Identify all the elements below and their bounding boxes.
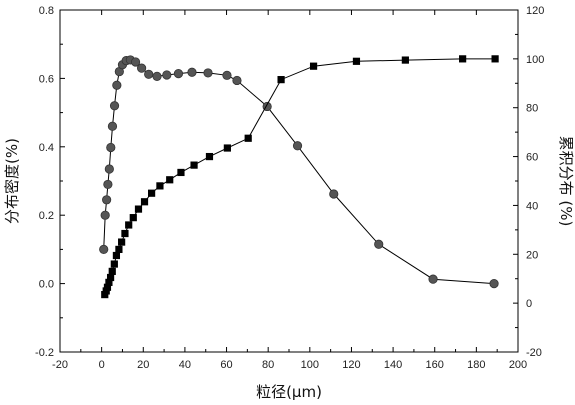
density-point	[233, 76, 241, 84]
left-y-tick-label: 0.8	[39, 5, 54, 17]
density-point	[100, 245, 108, 253]
series-group	[100, 55, 499, 298]
x-axis-title: 粒径(μm)	[256, 383, 322, 401]
cumulative-point	[135, 205, 142, 212]
density-point	[204, 69, 212, 77]
density-point	[375, 240, 383, 248]
density-point	[223, 71, 231, 79]
density-point	[110, 102, 118, 110]
x-tick-label: 200	[509, 359, 527, 371]
density-point	[429, 275, 437, 283]
density-point	[188, 68, 196, 76]
density-point	[107, 143, 115, 151]
left-y-axis-title: 分布密度(%)	[3, 138, 21, 224]
left-y-tick-label: 0.0	[39, 279, 54, 291]
density-point	[104, 180, 112, 188]
right-y-tick-label: -20	[526, 347, 542, 359]
density-point	[163, 71, 171, 79]
cumulative-point	[277, 76, 284, 83]
axis-ticks: -20020406080100120140160180200-0.20.00.2…	[35, 5, 544, 371]
density-point	[108, 122, 116, 130]
density-point	[101, 211, 109, 219]
cumulative-point	[459, 55, 466, 62]
x-tick-label: 160	[426, 359, 444, 371]
cumulative-point	[121, 230, 128, 237]
right-y-tick-label: 100	[526, 54, 544, 66]
right-y-tick-label: 120	[526, 5, 544, 17]
density-point	[490, 279, 498, 287]
x-tick-label: 60	[220, 359, 232, 371]
left-y-tick-label: 0.2	[39, 210, 54, 222]
cumulative-point	[245, 135, 252, 142]
cumulative-point	[224, 144, 231, 151]
left-y-tick-label: -0.2	[35, 347, 54, 359]
density-point	[293, 142, 301, 150]
density-point	[144, 70, 152, 78]
cumulative-point	[177, 169, 184, 176]
x-tick-label: 180	[467, 359, 485, 371]
density-point	[102, 196, 110, 204]
right-y-tick-label: 80	[526, 103, 538, 115]
cumulative-point	[353, 58, 360, 65]
cumulative-point	[402, 56, 409, 63]
density-point	[153, 72, 161, 80]
x-tick-label: 40	[179, 359, 191, 371]
x-tick-label: 100	[301, 359, 319, 371]
cumulative-point	[130, 214, 137, 221]
density-point	[174, 69, 182, 77]
x-tick-label: 20	[137, 359, 149, 371]
cumulative-point	[115, 246, 122, 253]
right-y-axis-title: 累积分布 (%)	[557, 136, 575, 227]
x-tick-label: 120	[342, 359, 360, 371]
cumulative-point	[118, 238, 125, 245]
density-line	[104, 60, 494, 284]
left-y-tick-label: 0.6	[39, 73, 54, 85]
cumulative-point	[492, 55, 499, 62]
left-y-tick-label: 0.4	[39, 142, 54, 154]
x-tick-label: -20	[52, 359, 68, 371]
cumulative-line	[105, 59, 495, 295]
cumulative-point	[141, 198, 148, 205]
density-point	[113, 81, 121, 89]
cumulative-point	[109, 268, 116, 275]
density-point	[137, 64, 145, 72]
right-y-tick-label: 40	[526, 200, 538, 212]
cumulative-point	[166, 176, 173, 183]
right-y-tick-label: 60	[526, 152, 538, 164]
cumulative-point	[190, 162, 197, 169]
right-y-tick-label: 20	[526, 249, 538, 261]
density-point	[105, 165, 113, 173]
cumulative-point	[156, 182, 163, 189]
density-point	[330, 190, 338, 198]
cumulative-point	[206, 153, 213, 160]
cumulative-point	[148, 190, 155, 197]
x-tick-label: 140	[384, 359, 402, 371]
right-y-tick-label: 0	[526, 298, 532, 310]
x-tick-label: 0	[99, 359, 105, 371]
cumulative-point	[111, 260, 118, 267]
cumulative-point	[125, 221, 132, 228]
x-tick-label: 80	[262, 359, 274, 371]
cumulative-point	[310, 63, 317, 70]
